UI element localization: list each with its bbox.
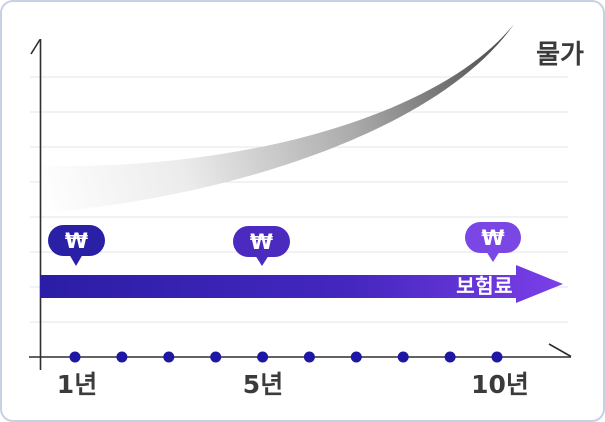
axis-dot	[257, 351, 269, 363]
tick-label-5yr: 5년	[243, 370, 283, 399]
bubble-tail	[255, 255, 269, 266]
won-icon: ₩	[65, 229, 88, 253]
price-curve	[40, 24, 514, 213]
axis-dot	[163, 351, 175, 363]
x-axis	[29, 343, 572, 358]
y-axis	[30, 39, 42, 370]
bubble-tail	[69, 254, 83, 266]
axis-dot	[210, 351, 222, 363]
tick-label-1yr: 1년	[57, 370, 97, 399]
tick-label-10yr: 10년	[471, 370, 529, 399]
premium-arrow-label: 보험료	[456, 274, 513, 298]
price-curve-label: 물가	[536, 40, 584, 70]
won-bubble-year1: ₩	[48, 225, 105, 266]
premium-arrow	[40, 265, 563, 303]
axis-dot	[303, 351, 315, 363]
won-bubble-year5: ₩	[233, 226, 290, 266]
axis-dot	[69, 351, 81, 363]
axis-dot	[116, 351, 128, 363]
bubble-tail	[486, 251, 500, 262]
won-bubble-year10: ₩	[465, 222, 521, 262]
axis-dot	[350, 351, 362, 363]
axis-dot	[397, 351, 409, 363]
won-icon: ₩	[481, 226, 504, 250]
timeline-dots	[69, 351, 503, 363]
won-icon: ₩	[250, 230, 273, 254]
axis-dot	[491, 351, 503, 363]
axis-dot	[444, 351, 456, 363]
